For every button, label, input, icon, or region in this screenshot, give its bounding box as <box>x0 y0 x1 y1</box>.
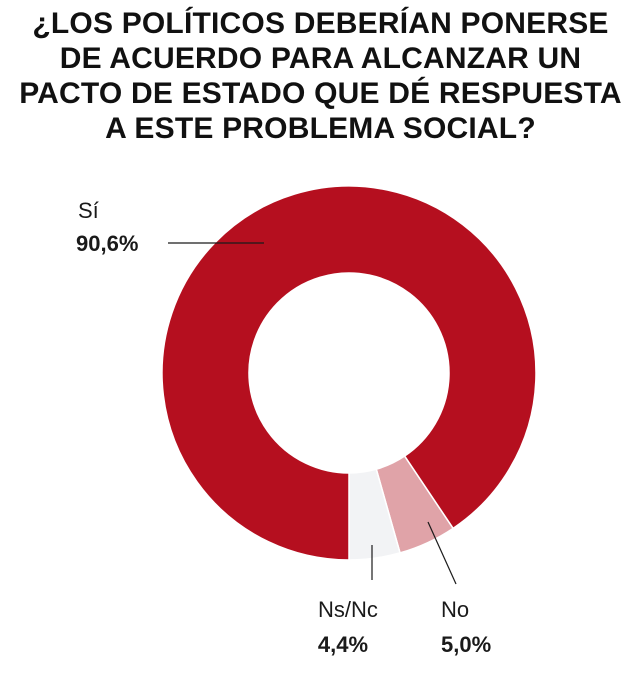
slice-si <box>161 185 537 561</box>
label-si-value: 90,6% <box>76 231 138 256</box>
label-ns-value: 4,4% <box>318 632 368 657</box>
title-line: PACTO DE ESTADO QUE DÉ RESPUESTA <box>19 77 622 110</box>
title-line: DE ACUERDO PARA ALCANZAR UN <box>59 42 582 75</box>
label-si-name: Sí <box>78 198 99 223</box>
chart-title: ¿LOS POLÍTICOS DEBERÍAN PONERSE DE ACUER… <box>0 6 641 146</box>
label-no-value: 5,0% <box>441 632 491 657</box>
title-line: ¿LOS POLÍTICOS DEBERÍAN PONERSE <box>32 7 609 40</box>
leader-line-no <box>427 521 457 585</box>
label-ns-name: Ns/Nc <box>318 597 378 622</box>
label-no-name: No <box>441 597 469 622</box>
title-line: A ESTE PROBLEMA SOCIAL? <box>105 112 536 145</box>
